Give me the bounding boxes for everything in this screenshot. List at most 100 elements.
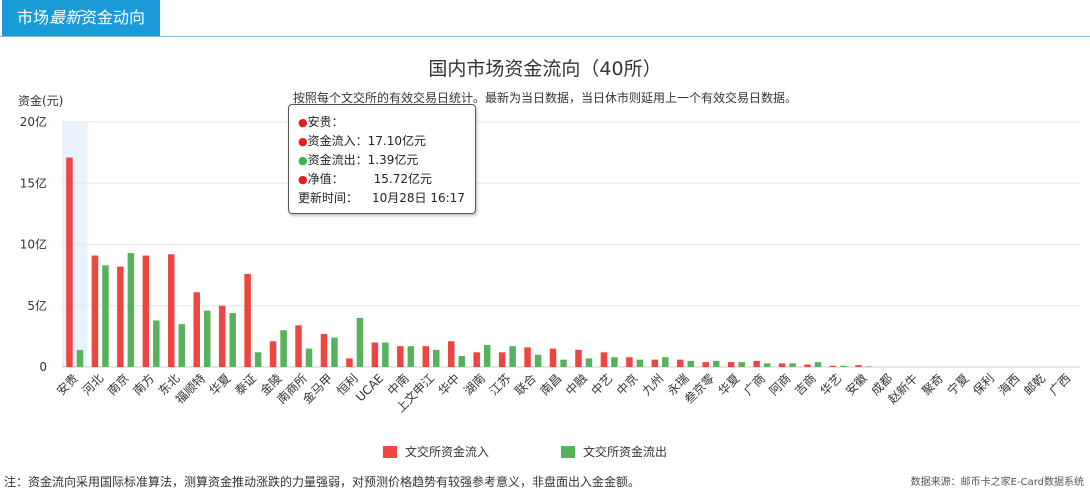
bar-inflow[interactable] bbox=[218, 305, 226, 367]
x-tick-label: UCAE bbox=[353, 371, 386, 404]
bar-outflow[interactable] bbox=[840, 365, 847, 367]
x-tick-label: 广西 bbox=[1047, 371, 1074, 398]
x-tick-label: 安贵 bbox=[53, 371, 81, 399]
x-tick-label: 海西 bbox=[995, 371, 1023, 399]
bar-outflow[interactable] bbox=[712, 360, 720, 367]
x-tick-label: 邮乾 bbox=[1021, 371, 1048, 398]
bar-inflow[interactable] bbox=[702, 362, 709, 367]
bar-inflow[interactable] bbox=[524, 347, 531, 367]
bar-outflow[interactable] bbox=[280, 330, 287, 367]
x-tick-label: 华中 bbox=[435, 371, 463, 399]
bar-inflow[interactable] bbox=[753, 360, 760, 367]
bar-inflow[interactable] bbox=[142, 255, 150, 367]
x-tick-label: 聚奇 bbox=[919, 371, 946, 398]
bar-inflow[interactable] bbox=[91, 255, 99, 367]
bar-inflow[interactable] bbox=[422, 346, 430, 367]
tooltip-row-time: 更新时间： 10月28日 16:17 bbox=[298, 189, 475, 208]
bar-inflow[interactable] bbox=[677, 359, 684, 367]
bar-outflow[interactable] bbox=[382, 342, 389, 368]
bar-inflow[interactable] bbox=[575, 349, 582, 367]
bar-outflow[interactable] bbox=[738, 362, 745, 367]
bar-inflow[interactable] bbox=[855, 365, 862, 367]
bar-inflow[interactable] bbox=[829, 365, 837, 367]
bar-outflow[interactable] bbox=[178, 324, 186, 367]
x-tick-label: 河北 bbox=[79, 371, 106, 398]
x-tick-label: 华夏 bbox=[716, 371, 743, 398]
bar-inflow[interactable] bbox=[244, 273, 251, 367]
bar-inflow[interactable] bbox=[66, 157, 73, 367]
bar-inflow[interactable] bbox=[193, 292, 200, 367]
bar-inflow[interactable] bbox=[473, 352, 480, 367]
chart-subtitle: 按照每个文交所的有效交易日统计。最新为当日数据，当日休市则延用上一个有效交易日数… bbox=[292, 91, 797, 105]
bar-outflow[interactable] bbox=[585, 358, 593, 367]
bar-outflow[interactable] bbox=[153, 320, 160, 367]
tooltip-net-label: 净值： bbox=[307, 172, 344, 186]
bar-outflow[interactable] bbox=[433, 349, 440, 367]
bar-outflow[interactable] bbox=[611, 357, 618, 367]
x-tick-label: 华艺 bbox=[817, 371, 844, 398]
bar-outflow[interactable] bbox=[483, 344, 491, 367]
x-tick-label: 南方 bbox=[130, 371, 158, 399]
bar-outflow[interactable] bbox=[229, 313, 236, 367]
chart-tooltip: ●安贵： ●资金流入：17.10亿元 ●资金流出：1.39亿元 ●净值： 15.7… bbox=[288, 104, 476, 214]
bar-inflow[interactable] bbox=[626, 357, 633, 367]
bar-outflow[interactable] bbox=[127, 253, 135, 367]
bar-outflow[interactable] bbox=[534, 354, 542, 367]
bar-inflow[interactable] bbox=[168, 254, 175, 367]
bar-inflow[interactable] bbox=[447, 341, 455, 367]
tab-label-emphasis: 最新 bbox=[48, 8, 81, 27]
bar-outflow[interactable] bbox=[763, 363, 771, 367]
bar-outflow[interactable] bbox=[636, 359, 644, 367]
bar-chart[interactable]: 05亿10亿15亿20亿安贵河北南京南方东北福顺特华夏泰证金陵南商所金马甲恒利U… bbox=[0, 110, 1090, 435]
bar-inflow[interactable] bbox=[651, 359, 659, 367]
bar-outflow[interactable] bbox=[305, 348, 313, 367]
bar-inflow[interactable] bbox=[269, 341, 277, 367]
bar-inflow[interactable] bbox=[804, 364, 811, 367]
bar-inflow[interactable] bbox=[549, 348, 557, 367]
bar-outflow[interactable] bbox=[203, 310, 211, 367]
bar-outflow[interactable] bbox=[789, 363, 796, 367]
legend-label-inflow: 文交所资金流入 bbox=[405, 445, 490, 459]
bar-outflow[interactable] bbox=[560, 359, 567, 367]
bar-outflow[interactable] bbox=[662, 357, 669, 367]
bar-outflow[interactable] bbox=[331, 337, 338, 367]
bar-outflow[interactable] bbox=[356, 318, 364, 367]
data-source: 数据来源：邮币卡之家E-Card数据系统 bbox=[910, 477, 1084, 488]
bar-outflow[interactable] bbox=[687, 360, 695, 367]
chart-title: 国内市场资金流向（40所） bbox=[428, 58, 662, 80]
legend-item-inflow[interactable]: 文交所资金流入 bbox=[383, 443, 489, 460]
bar-outflow[interactable] bbox=[814, 362, 822, 367]
tooltip-row-inflow: ●资金流入：17.10亿元 bbox=[298, 132, 475, 151]
bar-outflow[interactable] bbox=[509, 346, 516, 367]
y-tick-label: 10亿 bbox=[20, 237, 47, 252]
bar-inflow[interactable] bbox=[117, 266, 124, 367]
x-tick-label: 宁夏 bbox=[944, 371, 972, 399]
bar-inflow[interactable] bbox=[371, 342, 379, 368]
bar-inflow[interactable] bbox=[397, 346, 404, 367]
bar-outflow[interactable] bbox=[102, 265, 109, 367]
bar-inflow[interactable] bbox=[727, 362, 735, 367]
y-tick-label: 0 bbox=[39, 360, 47, 374]
legend-swatch-outflow bbox=[561, 445, 575, 458]
bar-outflow[interactable] bbox=[407, 346, 415, 367]
tooltip-outflow-value: 1.39亿元 bbox=[367, 153, 419, 167]
bar-inflow[interactable] bbox=[295, 325, 302, 367]
bar-inflow[interactable] bbox=[778, 363, 786, 367]
bar-outflow[interactable] bbox=[458, 355, 465, 367]
market-tab[interactable]: 市场最新资金动向 bbox=[2, 0, 160, 36]
y-tick-label: 20亿 bbox=[20, 114, 47, 129]
y-tick-label: 5亿 bbox=[27, 298, 47, 313]
legend-item-outflow[interactable]: 文交所资金流出 bbox=[561, 443, 667, 460]
footnote: 注：资金流向采用国际标准算法，测算资金推动涨跌的力量强弱，对预测价格趋势有较强参… bbox=[4, 475, 641, 489]
bar-inflow[interactable] bbox=[600, 352, 608, 367]
tooltip-row-outflow: ●资金流出：1.39亿元 bbox=[298, 151, 475, 170]
bar-outflow[interactable] bbox=[865, 366, 873, 367]
x-tick-label: 广商 bbox=[740, 371, 768, 399]
y-tick-label: 15亿 bbox=[20, 175, 47, 190]
bar-outflow[interactable] bbox=[76, 349, 84, 367]
bar-inflow[interactable] bbox=[498, 352, 506, 367]
bar-inflow[interactable] bbox=[320, 333, 328, 367]
bar-inflow[interactable] bbox=[346, 358, 353, 367]
x-tick-label: 安徽 bbox=[842, 371, 870, 399]
bar-outflow[interactable] bbox=[254, 352, 262, 367]
